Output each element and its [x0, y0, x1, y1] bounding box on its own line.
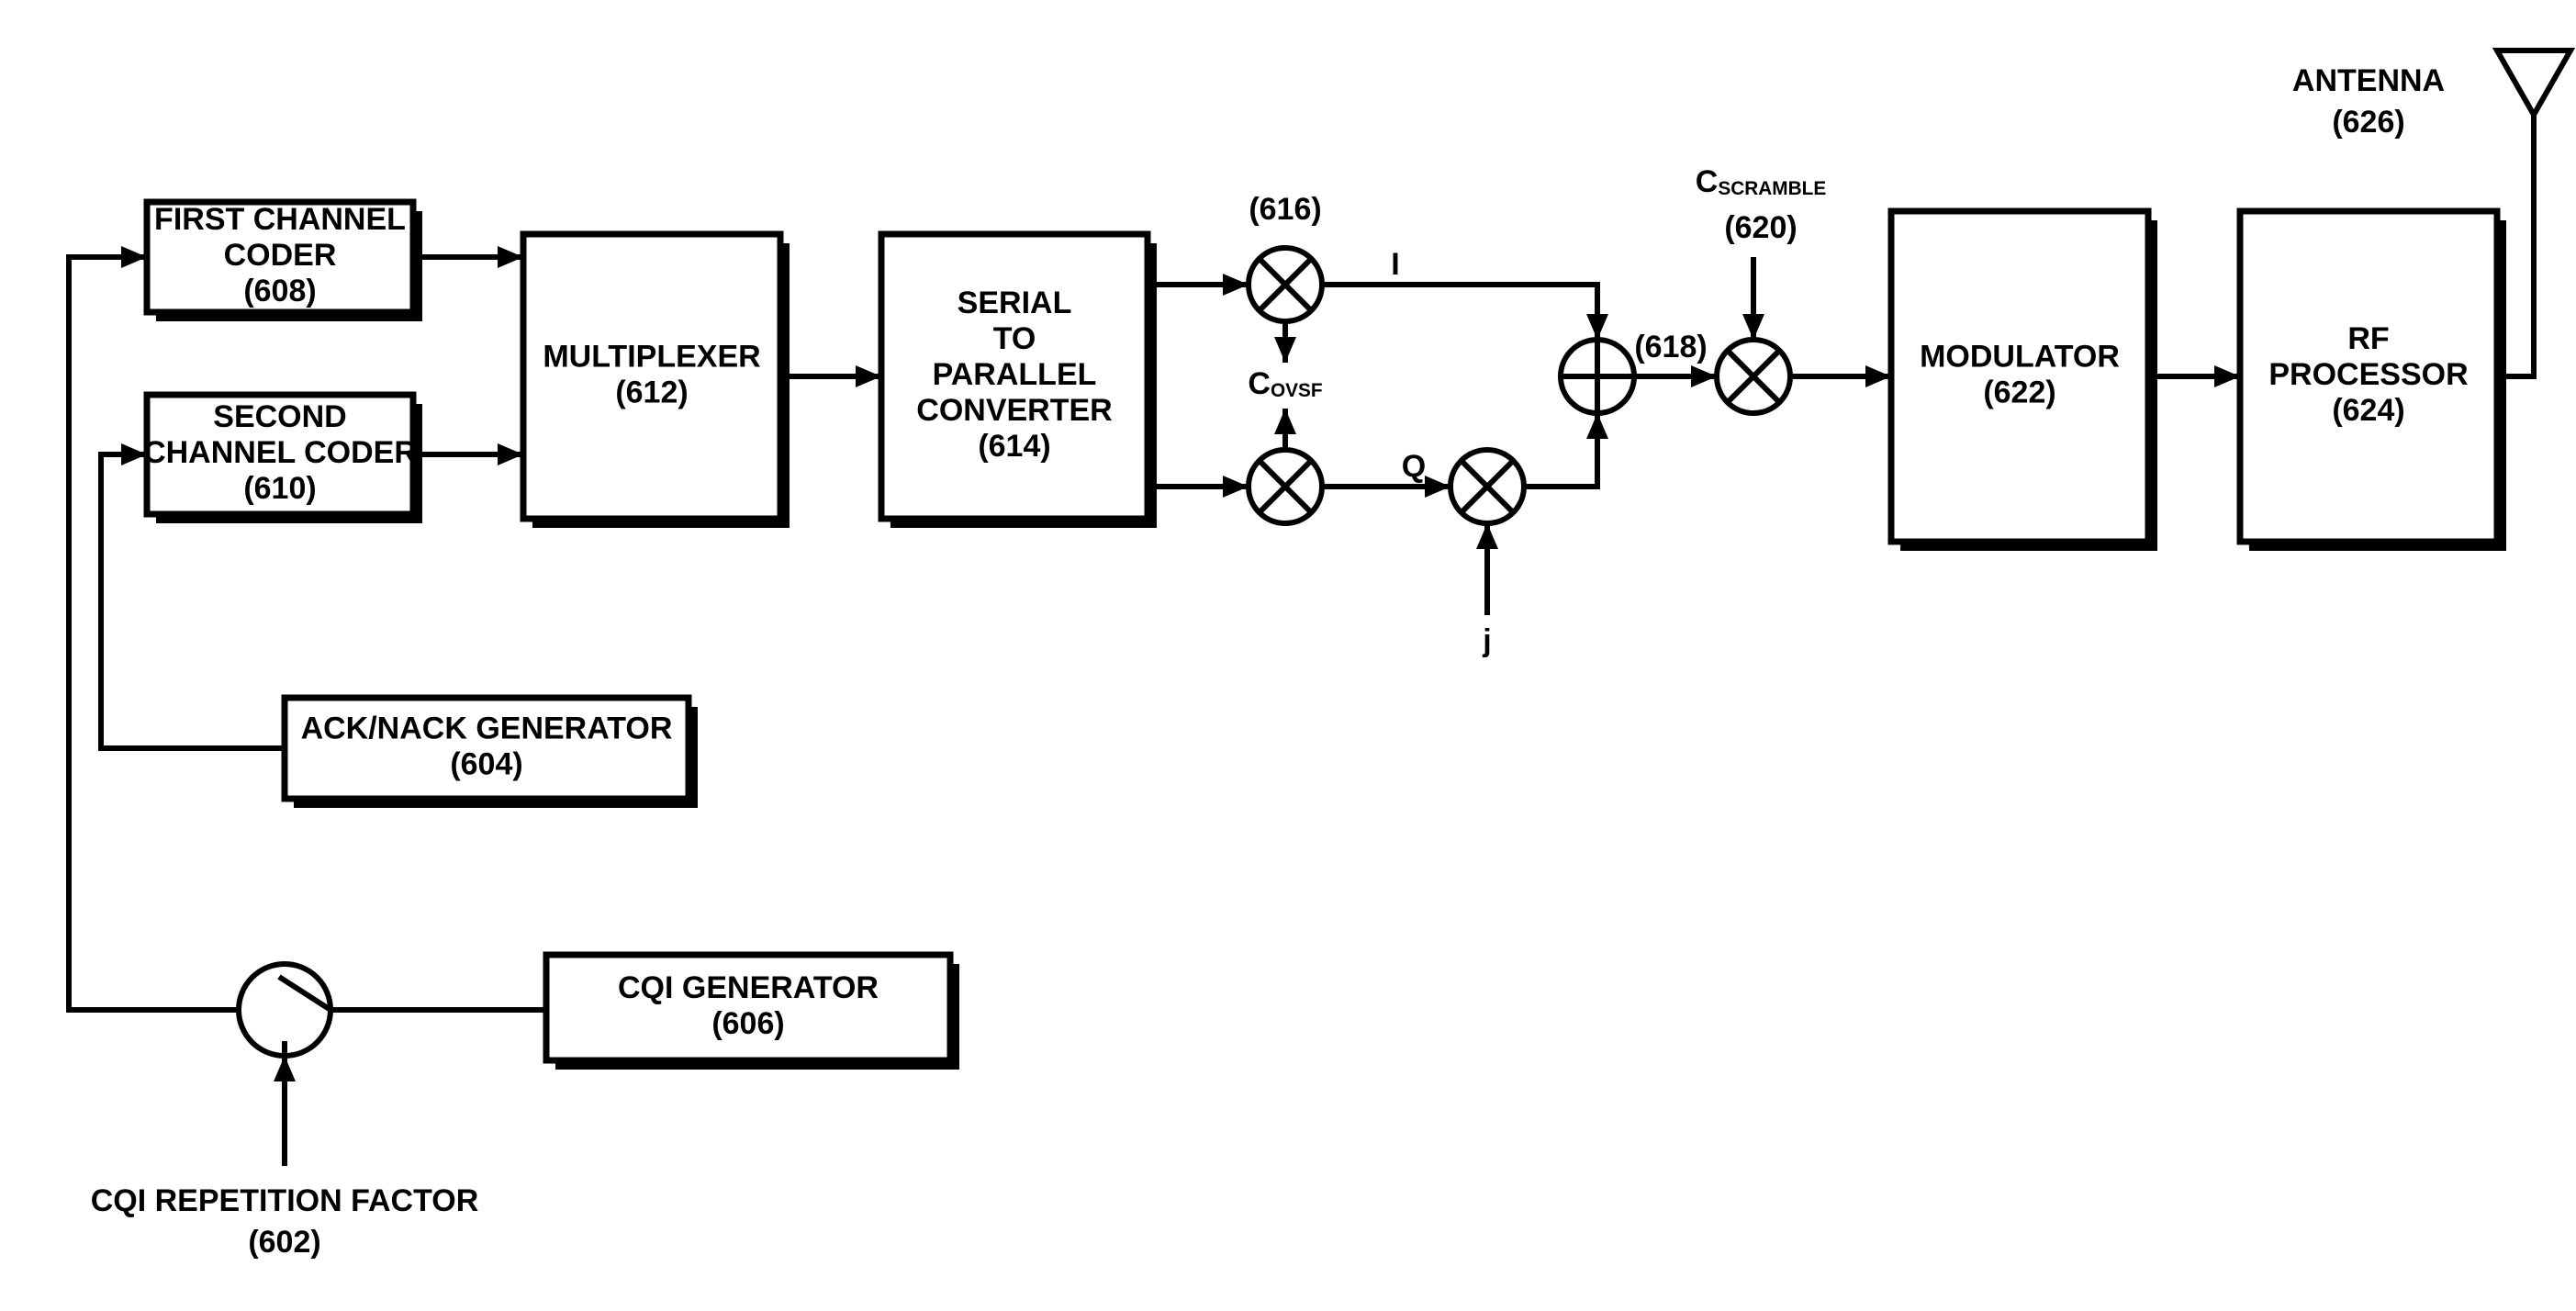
svg-text:CQI GENERATOR: CQI GENERATOR — [618, 970, 879, 1005]
svg-text:(604): (604) — [450, 747, 522, 782]
svg-text:CSCRAMBLE: CSCRAMBLE — [1696, 164, 1827, 199]
svg-text:CHANNEL CODER: CHANNEL CODER — [143, 435, 417, 470]
svg-text:COVSF: COVSF — [1248, 366, 1322, 401]
svg-text:(622): (622) — [1983, 375, 2055, 410]
svg-text:PARALLEL: PARALLEL — [933, 357, 1097, 392]
svg-text:TO: TO — [993, 321, 1036, 356]
svg-text:CODER: CODER — [224, 238, 337, 273]
svg-text:MODULATOR: MODULATOR — [1920, 339, 2120, 374]
svg-text:Q: Q — [1402, 449, 1426, 484]
svg-text:MULTIPLEXER: MULTIPLEXER — [543, 339, 760, 374]
svg-text:RF: RF — [2347, 321, 2389, 356]
svg-text:(626): (626) — [2332, 105, 2404, 140]
svg-text:I: I — [1391, 247, 1399, 282]
svg-text:PROCESSOR: PROCESSOR — [2268, 357, 2468, 392]
svg-text:SECOND: SECOND — [213, 399, 346, 434]
svg-text:(620): (620) — [1724, 210, 1797, 245]
svg-text:ACK/NACK GENERATOR: ACK/NACK GENERATOR — [301, 711, 673, 745]
svg-text:(606): (606) — [711, 1006, 784, 1041]
svg-text:j: j — [1482, 623, 1491, 658]
svg-text:FIRST CHANNEL: FIRST CHANNEL — [154, 202, 406, 237]
svg-text:ANTENNA: ANTENNA — [2292, 63, 2445, 98]
svg-text:(614): (614) — [978, 429, 1050, 464]
svg-text:(608): (608) — [243, 274, 316, 308]
svg-text:(616): (616) — [1249, 192, 1321, 227]
svg-text:(612): (612) — [615, 375, 688, 410]
svg-text:CONVERTER: CONVERTER — [916, 393, 1112, 428]
svg-text:(602): (602) — [248, 1225, 320, 1260]
svg-text:(618): (618) — [1634, 330, 1707, 364]
svg-text:(624): (624) — [2332, 393, 2404, 428]
svg-text:SERIAL: SERIAL — [958, 286, 1072, 320]
svg-text:CQI REPETITION FACTOR: CQI REPETITION FACTOR — [91, 1183, 479, 1218]
svg-text:(610): (610) — [243, 471, 316, 506]
